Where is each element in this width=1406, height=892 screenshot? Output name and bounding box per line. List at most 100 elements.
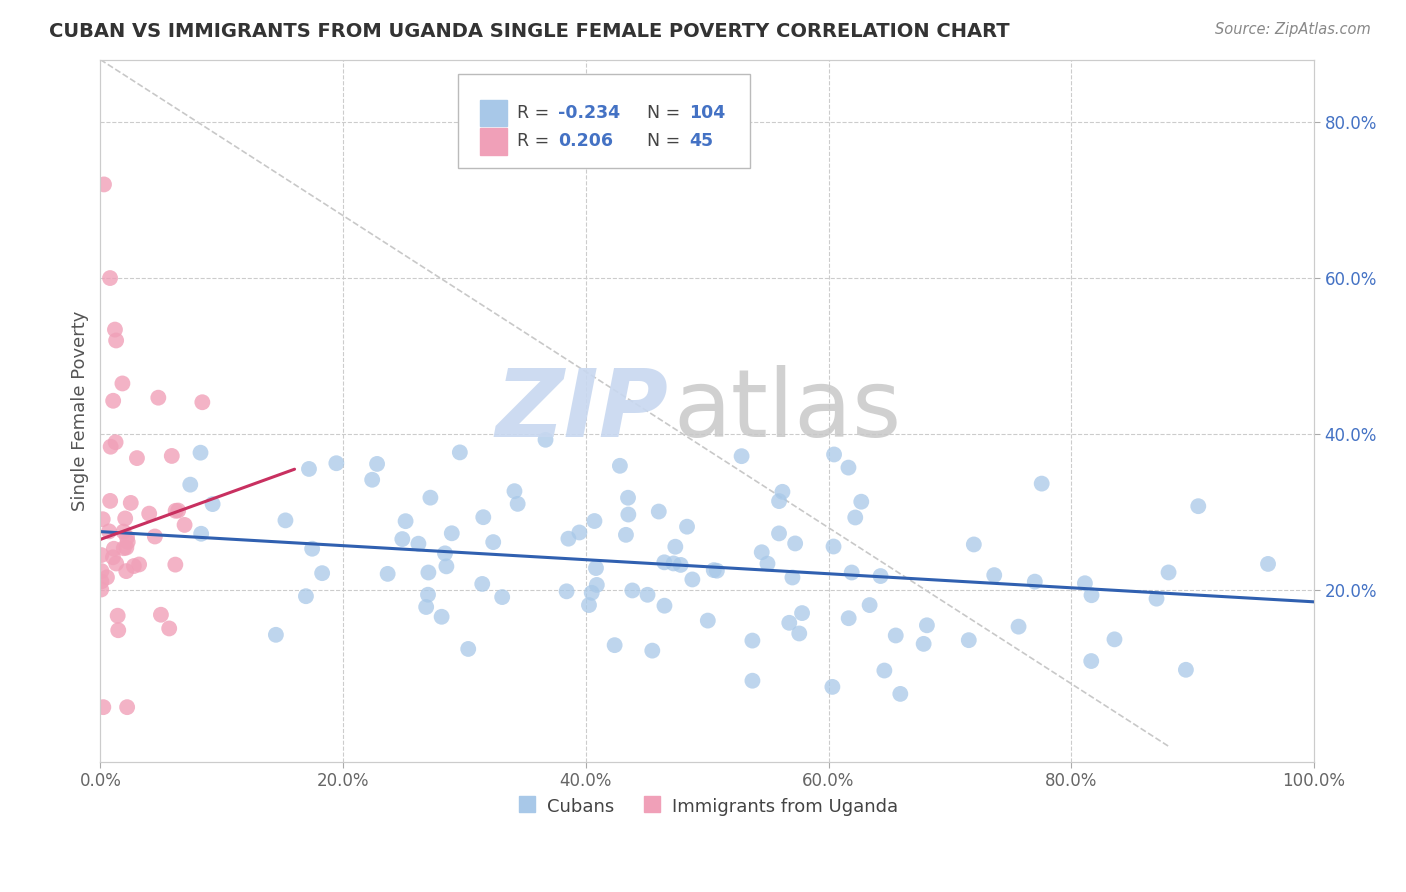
Point (778, 615, 800, 630)
Point (482, 535, 505, 549)
Point (120, 496, 142, 510)
Point (785, 536, 807, 550)
Point (555, 584, 578, 599)
Point (122, 559, 145, 574)
Point (112, 524, 135, 539)
Bar (481, 128, 508, 154)
Point (418, 566, 440, 580)
Point (115, 541, 138, 555)
Point (190, 446, 212, 460)
Point (617, 491, 640, 505)
Point (100, 440, 122, 454)
Point (1146, 591, 1168, 606)
Point (457, 642, 479, 657)
Point (641, 643, 664, 657)
Point (1074, 576, 1097, 591)
Point (681, 573, 703, 587)
Point (648, 504, 671, 518)
Point (104, 435, 127, 450)
Point (90, 564, 112, 578)
Point (506, 497, 529, 511)
Text: -0.234: -0.234 (558, 104, 620, 122)
Point (782, 570, 804, 584)
Point (1257, 557, 1279, 571)
Point (787, 626, 810, 640)
Legend: Cubans, Immigrants from Uganda: Cubans, Immigrants from Uganda (516, 797, 898, 816)
Point (101, 550, 124, 565)
Point (751, 545, 773, 559)
Point (696, 614, 718, 628)
Point (585, 578, 607, 592)
Point (756, 557, 779, 571)
Point (115, 530, 138, 544)
Point (311, 566, 333, 581)
Point (837, 460, 859, 475)
Point (676, 519, 699, 533)
Point (325, 456, 347, 470)
Point (377, 566, 399, 581)
Point (264, 628, 287, 642)
Point (419, 491, 441, 505)
Point (637, 588, 659, 602)
Point (581, 586, 603, 600)
Point (274, 513, 297, 527)
Point (117, 535, 139, 549)
Point (103, 541, 125, 556)
Point (107, 624, 129, 638)
Point (957, 633, 980, 648)
Point (434, 546, 457, 560)
Point (157, 622, 180, 636)
Point (361, 473, 384, 487)
Point (201, 497, 224, 511)
Point (662, 557, 685, 571)
Point (585, 561, 607, 575)
Point (104, 322, 127, 336)
Point (1104, 632, 1126, 647)
Point (105, 557, 128, 571)
Point (301, 541, 323, 556)
Point (823, 447, 845, 461)
Text: ZIP: ZIP (495, 365, 668, 457)
Point (179, 477, 201, 491)
Point (844, 510, 866, 524)
Point (115, 700, 138, 714)
Point (298, 462, 321, 476)
Point (128, 558, 150, 572)
Point (534, 433, 557, 447)
Point (491, 590, 513, 604)
Point (105, 334, 128, 348)
Point (416, 588, 439, 602)
Point (107, 608, 129, 623)
Point (1024, 574, 1046, 589)
Point (568, 525, 591, 540)
Point (963, 537, 986, 551)
Point (112, 541, 135, 556)
Text: atlas: atlas (673, 365, 901, 457)
Point (706, 564, 728, 578)
Text: CUBAN VS IMMIGRANTS FROM UGANDA SINGLE FEMALE POVERTY CORRELATION CHART: CUBAN VS IMMIGRANTS FROM UGANDA SINGLE F… (49, 22, 1010, 41)
Point (703, 563, 725, 577)
Point (165, 504, 187, 518)
Point (160, 449, 183, 463)
Point (838, 611, 860, 625)
Point (503, 484, 526, 499)
Bar (481, 100, 508, 127)
Point (173, 517, 195, 532)
Text: 104: 104 (689, 104, 725, 122)
Point (449, 445, 471, 459)
Point (1080, 588, 1102, 602)
Point (983, 568, 1005, 582)
Point (440, 526, 463, 541)
FancyBboxPatch shape (458, 74, 749, 169)
Text: R =: R = (516, 104, 554, 122)
Text: R =: R = (516, 132, 554, 150)
Point (138, 507, 160, 521)
Point (471, 577, 494, 591)
Point (1031, 476, 1053, 491)
Point (366, 457, 388, 471)
Point (768, 494, 790, 508)
Point (821, 680, 844, 694)
Text: N =: N = (647, 132, 685, 150)
Point (768, 526, 790, 541)
Point (583, 514, 606, 528)
